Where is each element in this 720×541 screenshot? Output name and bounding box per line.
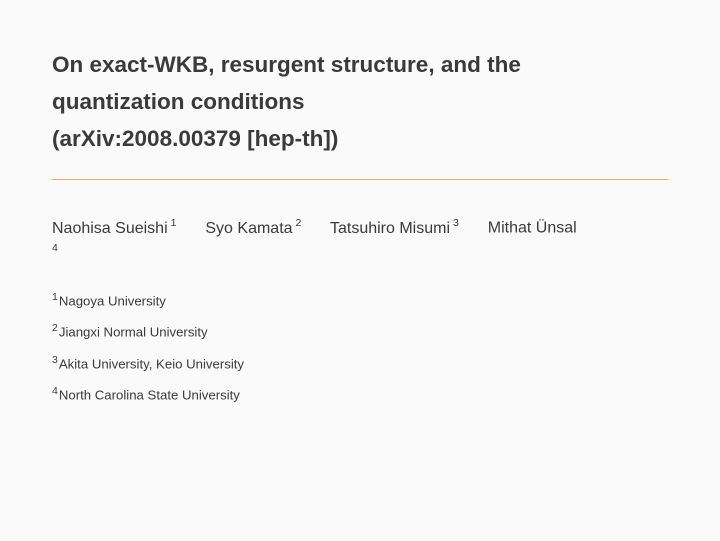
author-sup: 3 [453, 217, 459, 229]
affiliation-sup: 3 [52, 354, 58, 366]
author-sup: 1 [171, 217, 177, 229]
author-name: Naohisa Sueishi [52, 220, 168, 237]
affiliation-sup: 2 [52, 322, 58, 334]
author-name: Mithat Ünsal [488, 220, 577, 237]
author-sup: 4 [52, 242, 58, 254]
affiliation-text: Nagoya University [59, 293, 166, 308]
affiliation-sup: 4 [52, 385, 58, 397]
affiliation-row: 1Nagoya University [52, 291, 668, 308]
title-line-3: (arXiv:2008.00379 [hep-th]) [52, 120, 668, 157]
title-slide: On exact-WKB, resurgent structure, and t… [0, 0, 720, 541]
affiliation-text: Akita University, Keio University [59, 356, 244, 371]
affiliation-sup: 1 [52, 291, 58, 303]
title-line-1: On exact-WKB, resurgent structure, and t… [52, 46, 668, 83]
author-3: Tatsuhiro Misumi3 [326, 220, 463, 237]
affiliation-text: Jiangxi Normal University [59, 325, 208, 340]
authors-block: Naohisa Sueishi1 Syo Kamata 2 Tatsuhiro M… [52, 216, 668, 265]
author-4: Mithat Ünsal [483, 220, 576, 237]
author-sup: 2 [296, 217, 302, 229]
title-line-2: quantization conditions [52, 83, 668, 120]
affiliation-row: 3Akita University, Keio University [52, 354, 668, 371]
affiliation-text: North Carolina State University [59, 388, 240, 403]
slide-title: On exact-WKB, resurgent structure, and t… [52, 46, 668, 157]
author-name: Syo Kamata [205, 220, 292, 237]
author-name: Tatsuhiro Misumi [330, 220, 450, 237]
author-2: Syo Kamata 2 [201, 220, 306, 237]
affiliations-block: 1Nagoya University 2Jiangxi Normal Unive… [52, 291, 668, 403]
author-1: Naohisa Sueishi1 [52, 220, 181, 237]
horizontal-rule [52, 179, 668, 180]
affiliation-row: 4North Carolina State University [52, 385, 668, 402]
affiliation-row: 2Jiangxi Normal University [52, 322, 668, 339]
